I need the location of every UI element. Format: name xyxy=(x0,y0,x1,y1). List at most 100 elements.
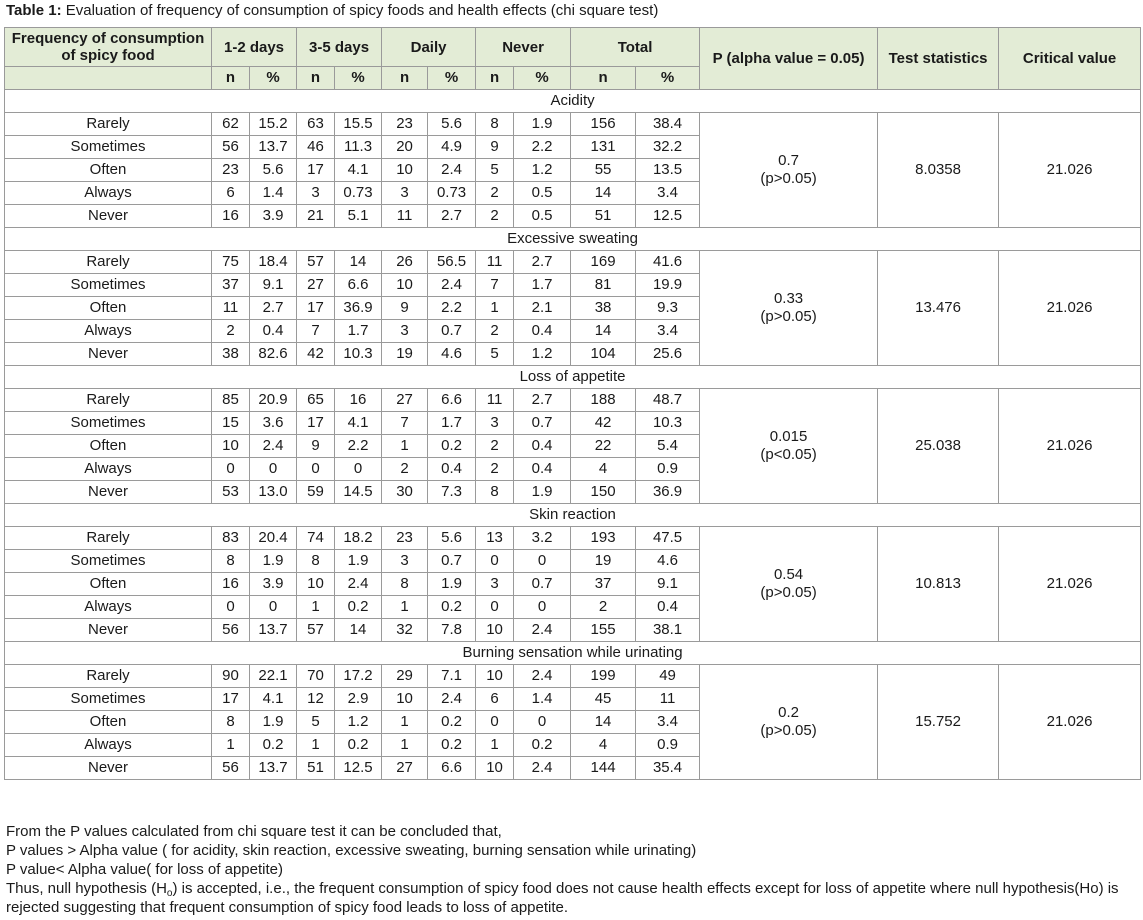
table-cell: 74 xyxy=(296,526,336,550)
table-cell: 57 xyxy=(296,250,336,274)
table-cell: 0.7 xyxy=(427,319,477,343)
p-value-note: (p>0.05) xyxy=(760,584,817,601)
table-cell: 1 xyxy=(211,733,250,757)
subheader-n: n xyxy=(381,66,429,90)
table-row: Sometimes 17 4.1 12 2.9 10 2.4 6 1.4 45 11 xyxy=(4,687,1141,711)
table-cell: 1.9 xyxy=(513,112,572,136)
table-cell: 19 xyxy=(381,342,429,366)
table-cell: 35.4 xyxy=(635,756,701,780)
table-cell: 14 xyxy=(334,618,383,642)
table-cell: 2 xyxy=(570,595,637,619)
table-cell: 75 xyxy=(211,250,250,274)
table-cell: 1.9 xyxy=(248,549,298,573)
table-cell: 0.2 xyxy=(513,733,572,757)
p-value-note: (p>0.05) xyxy=(760,170,817,187)
row-label: Sometimes xyxy=(4,411,212,435)
p-value-cell: 0.33 (p>0.05) xyxy=(699,250,879,366)
row-label: Sometimes xyxy=(4,687,212,711)
table-cell: 19 xyxy=(570,549,637,573)
table-cell: 0.4 xyxy=(513,319,572,343)
p-value: 0.54 xyxy=(773,566,804,583)
table-cell: 4.1 xyxy=(334,158,383,182)
table-cell: 14 xyxy=(570,319,637,343)
table-cell: 2.4 xyxy=(427,687,477,711)
table-cell: 12 xyxy=(296,687,336,711)
table-cell: 15.5 xyxy=(334,112,383,136)
table-header: Frequency of consumption of spicy food 1… xyxy=(4,27,1142,90)
table-cell: 83 xyxy=(211,526,250,550)
test-statistic-cell: 8.0358 xyxy=(877,112,1000,228)
row-label: Rarely xyxy=(4,112,212,136)
row-label: Often xyxy=(4,296,212,320)
section-title: Skin reaction xyxy=(3,503,1142,527)
table-cell: 63 xyxy=(296,112,336,136)
table-cell: 90 xyxy=(211,664,250,688)
table-cell: 1.4 xyxy=(248,181,298,205)
table-cell: 11 xyxy=(381,204,429,228)
table-cell: 0.7 xyxy=(513,572,572,596)
table-cell: 18.2 xyxy=(334,526,383,550)
table-cell: 0.5 xyxy=(513,204,572,228)
table-cell: 26 xyxy=(381,250,429,274)
table-row: Rarely 83 20.4 74 18.2 23 5.6 13 3.2 193 47.5 0.54(… xyxy=(4,526,1142,642)
table-cell: 0.4 xyxy=(635,595,701,619)
table-cell: 1.7 xyxy=(427,411,477,435)
table-cell: 1 xyxy=(475,733,515,757)
table-cell: 30 xyxy=(381,480,429,504)
table-cell: 3.9 xyxy=(248,204,298,228)
table-cell: 82.6 xyxy=(248,342,298,366)
table-cell: 7.8 xyxy=(427,618,477,642)
table-cell: 188 xyxy=(570,388,637,412)
table-cell: 17 xyxy=(211,687,250,711)
table-cell: 7 xyxy=(475,273,515,297)
p-value: 0.2 xyxy=(778,704,799,721)
table-cell: 3.4 xyxy=(635,710,701,734)
table-cell: 0 xyxy=(513,549,572,573)
table-cell: 1.2 xyxy=(334,710,383,734)
table-cell: 0 xyxy=(248,457,298,481)
table-cell: 20 xyxy=(381,135,429,159)
subheader-percent: % xyxy=(635,66,701,90)
table-cell: 2.4 xyxy=(427,273,477,297)
row-label: Often xyxy=(4,434,212,458)
table-cell: 0.9 xyxy=(635,457,701,481)
table-row: Often 16 3.9 10 2.4 8 1.9 3 0.7 37 9.1 xyxy=(4,572,1141,596)
p-value-header: P (alpha value = 0.05) xyxy=(699,27,879,90)
p-value-note: (p>0.05) xyxy=(760,308,817,325)
table-cell: 1.9 xyxy=(513,480,572,504)
table-cell: 1 xyxy=(381,434,429,458)
table-cell: 13.5 xyxy=(635,158,701,182)
table-cell: 57 xyxy=(296,618,336,642)
table-cell: 5.6 xyxy=(427,526,477,550)
group-header-never: Never xyxy=(475,27,572,67)
row-label: Never xyxy=(4,342,212,366)
table-cell: 2 xyxy=(381,457,429,481)
table-cell: 1.9 xyxy=(248,710,298,734)
table-cell: 17 xyxy=(296,411,336,435)
table-cell: 1.9 xyxy=(334,549,383,573)
table-cell: 10 xyxy=(475,664,515,688)
table-cell: 2 xyxy=(475,319,515,343)
table-cell: 16 xyxy=(211,204,250,228)
row-label: Always xyxy=(4,733,212,757)
table-cell: 2.7 xyxy=(427,204,477,228)
table-cell: 70 xyxy=(296,664,336,688)
table-cell: 36.9 xyxy=(635,480,701,504)
table-cell: 6.6 xyxy=(427,388,477,412)
p-value-cell: 0.015 (p<0.05) xyxy=(699,388,879,504)
table-cell: 2.4 xyxy=(334,572,383,596)
group-header-3-5-days: 3-5 days xyxy=(296,27,383,67)
note-subscript: o xyxy=(166,888,173,899)
table-row: Never 53 13.0 59 14.5 30 7.3 8 1.9 150 36.9 xyxy=(4,480,1141,504)
table-cell: 6 xyxy=(211,181,250,205)
table-cell: 7.3 xyxy=(427,480,477,504)
table-cell: 5 xyxy=(296,710,336,734)
table-cell: 5.1 xyxy=(334,204,383,228)
table-body: Acidity Rarely 62 15.2 63 15.5 23 5.6 8 1.9 156 38.… xyxy=(3,89,1142,780)
table-cell: 6.6 xyxy=(334,273,383,297)
table-cell: 4 xyxy=(570,733,637,757)
section-header-row: Loss of appetite xyxy=(3,365,1142,389)
caption-text: Evaluation of frequency of consumption o… xyxy=(61,2,659,19)
table-cell: 15.2 xyxy=(248,112,298,136)
